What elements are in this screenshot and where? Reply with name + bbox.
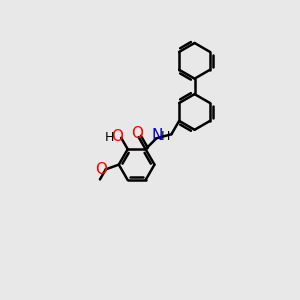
Text: H: H [105, 131, 115, 144]
Text: O: O [96, 162, 108, 177]
Text: O: O [131, 126, 143, 141]
Text: H: H [161, 130, 170, 143]
Text: N: N [152, 128, 164, 143]
Text: O: O [112, 129, 124, 144]
